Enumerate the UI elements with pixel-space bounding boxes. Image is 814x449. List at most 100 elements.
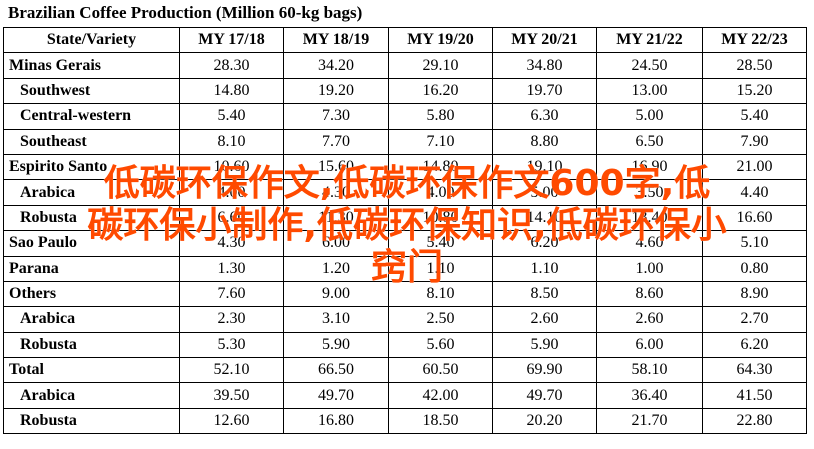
row-label: Arabica [3,306,180,333]
table-row: Robusta 5.30 5.90 5.60 5.90 6.00 6.20 [3,331,807,359]
column-header: State/Variety [3,26,180,54]
table-row: Arabica 2.30 3.10 2.50 2.60 2.60 2.70 [3,306,807,333]
table-cell: 3.10 [283,306,389,333]
column-header: MY 18/19 [283,26,389,54]
table-row: Southeast 8.10 7.70 7.10 8.80 6.50 7.90 [3,128,807,155]
table-cell: 4.00 [388,179,493,206]
table-row: Robusta 6.60 11.30 10.80 14.10 13.40 16.60 [3,204,807,232]
table-cell: 7.30 [283,103,389,130]
table-cell: 7.70 [283,128,389,155]
table-cell: 6.20 [492,230,597,257]
row-label: Total [3,357,180,384]
table-cell: 6.00 [596,331,703,359]
table-cell: 8.90 [702,280,807,308]
table-cell: 5.40 [179,103,284,130]
table-cell: 6.00 [283,230,389,257]
table-cell: 1.00 [596,255,703,282]
table-cell: 52.10 [179,357,284,384]
table-cell: 8.60 [596,280,703,308]
table-row: Central-western 5.40 7.30 5.80 6.30 5.00 5.40 [3,103,807,130]
table-row: Parana 1.30 1.20 1.10 1.10 1.00 0.80 [3,255,807,282]
table-cell: 5.90 [283,331,389,359]
table-cell: 10.80 [388,204,493,232]
table-cell: 0.80 [702,255,807,282]
table-row: Arabica 39.50 49.70 42.00 49.70 36.40 41.50 [3,382,807,409]
row-label: Arabica [3,179,180,206]
table-cell: 7.90 [702,128,807,155]
table-cell: 16.90 [596,153,703,181]
table-row: Robusta 12.60 16.80 18.50 20.20 21.70 22.80 [3,407,807,435]
table-cell: 2.60 [492,306,597,333]
table-cell: 4.00 [179,179,284,206]
table-cell: 4.40 [702,179,807,206]
table-cell: 69.90 [492,357,597,384]
column-header: MY 21/22 [596,26,703,54]
table-cell: 28.30 [179,52,284,79]
header-row: State/Variety MY 17/18 MY 18/19 MY 19/20… [3,26,807,54]
table-cell: 1.10 [388,255,493,282]
table-row: Others 7.60 9.00 8.10 8.50 8.60 8.90 [3,280,807,308]
table-cell: 5.60 [388,331,493,359]
table-cell: 49.70 [492,382,597,409]
table-cell: 36.40 [596,382,703,409]
row-label: Central-western [3,103,180,130]
table-cell: 15.60 [283,153,389,181]
table-cell: 12.60 [179,407,284,435]
column-header: MY 17/18 [179,26,284,54]
table-cell: 10.60 [179,153,284,181]
row-label: Southwest [3,77,180,105]
table-cell: 4.30 [179,230,284,257]
table-row: Sao Paulo 4.30 6.00 5.40 6.20 4.60 5.10 [3,230,807,257]
row-label: Others [3,280,180,308]
table-cell: 16.80 [283,407,389,435]
table-cell: 6.60 [179,204,284,232]
column-header: MY 22/23 [702,26,807,54]
row-label: Parana [3,255,180,282]
table-cell: 13.00 [596,77,703,105]
table-cell: 9.00 [283,280,389,308]
table-cell: 14.80 [179,77,284,105]
table-cell: 21.00 [702,153,807,181]
table-cell: 2.30 [179,306,284,333]
coffee-production-table: State/Variety MY 17/18 MY 18/19 MY 19/20… [3,26,807,435]
table-cell: 5.10 [702,230,807,257]
table-cell: 11.30 [283,204,389,232]
table-cell: 24.50 [596,52,703,79]
table-cell: 3.50 [596,179,703,206]
table-cell: 5.00 [492,179,597,206]
table-cell: 14.80 [388,153,493,181]
table-cell: 64.30 [702,357,807,384]
table-cell: 7.10 [388,128,493,155]
table-body: Minas Gerais 28.30 34.20 29.10 34.80 24.50 28.… [3,52,807,435]
table-cell: 28.50 [702,52,807,79]
table-cell: 5.40 [702,103,807,130]
table-title: Brazilian Coffee Production (Million 60-… [8,3,363,22]
table-cell: 2.70 [702,306,807,333]
table-row: Arabica 4.00 4.30 4.00 5.00 3.50 4.40 [3,179,807,206]
table-cell: 5.90 [492,331,597,359]
table-cell: 60.50 [388,357,493,384]
table-cell: 16.20 [388,77,493,105]
table-cell: 19.10 [492,153,597,181]
table-cell: 6.30 [492,103,597,130]
table-cell: 39.50 [179,382,284,409]
table-cell: 4.60 [596,230,703,257]
table-cell: 29.10 [388,52,493,79]
table-cell: 8.10 [179,128,284,155]
table-cell: 19.20 [283,77,389,105]
table-cell: 13.40 [596,204,703,232]
table-cell: 4.30 [283,179,389,206]
table-cell: 20.20 [492,407,597,435]
table-cell: 66.50 [283,357,389,384]
table-cell: 42.00 [388,382,493,409]
table-cell: 34.80 [492,52,597,79]
row-label: Espirito Santo [3,153,180,181]
column-header: MY 20/21 [492,26,597,54]
table-cell: 1.20 [283,255,389,282]
row-label: Robusta [3,331,180,359]
table-cell: 41.50 [702,382,807,409]
table-cell: 19.70 [492,77,597,105]
table-row: Minas Gerais 28.30 34.20 29.10 34.80 24.50 28.… [3,52,807,79]
table-cell: 6.50 [596,128,703,155]
table-cell: 8.80 [492,128,597,155]
